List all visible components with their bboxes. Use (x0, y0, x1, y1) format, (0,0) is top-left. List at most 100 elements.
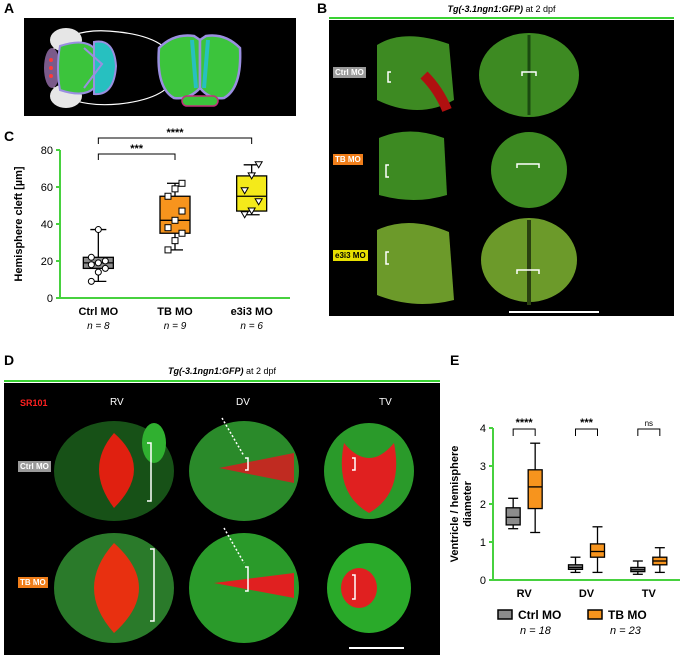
chart-c-point (94, 259, 102, 267)
chart-c-significance-bracket (97, 153, 176, 160)
chart-e-significance-label: ns (645, 419, 653, 428)
ventricle (93, 40, 118, 96)
chart-c-n-label: n = 8 (87, 321, 110, 332)
panel-d-label-tb: TB MO (18, 577, 48, 588)
panel-d-title: Tg(-3.1ngn1:GFP) at 2 dpf (167, 366, 277, 376)
chart-e-ytick-label: 4 (480, 423, 486, 435)
chart-c-ytick-label: 80 (41, 145, 53, 157)
tb-frontal (491, 132, 567, 208)
brain-schematic (24, 18, 296, 116)
panel-b-micrographs (377, 33, 579, 305)
chart-e-legend-swatch (497, 609, 513, 620)
chart-c-box (236, 175, 268, 212)
chart-c-point (87, 253, 95, 261)
chart-c-point (101, 264, 109, 272)
panel-b-label-e3i3: e3i3 MO (333, 250, 368, 261)
panel-b-scale-bar (509, 311, 599, 313)
telencephalon (57, 41, 98, 95)
panel-letter-a: A (4, 0, 15, 16)
panel-d-label-ctrl: Ctrl MO (18, 461, 51, 472)
chart-c-significance-bracket (97, 137, 253, 144)
chart-e-ytick-label: 1 (480, 537, 486, 549)
panel-b-title: Tg(-3.1ngn1:GFP) at 2 dpf (447, 4, 556, 14)
chart-c-significance-label: **** (166, 128, 184, 139)
chart-e-category-label: TV (642, 588, 657, 600)
panel-letter-b: B (317, 0, 328, 16)
chart-c-ytick-label: 20 (41, 256, 53, 268)
panel-letter-c: C (4, 128, 15, 144)
panel-b-divider (329, 17, 674, 19)
chart-c-point (101, 257, 109, 265)
panel-b-label-tb: TB MO (333, 154, 363, 165)
panel-b-images (329, 20, 674, 316)
panel-d-col-rv: RV (110, 397, 124, 408)
chart-c-point (254, 198, 264, 206)
chart-c-n-label: n = 9 (164, 321, 187, 332)
chart-c-point (178, 207, 186, 215)
tb-lateral (379, 131, 447, 200)
chart-e-significance-bracket (575, 428, 598, 436)
panel-d-col-dv: DV (236, 397, 250, 408)
chart-e-legend-name: TB MO (608, 608, 647, 622)
panel-d-divider (4, 380, 440, 382)
chart-e-ytick-label: 2 (480, 499, 486, 511)
panel-d-micrographs (54, 417, 414, 643)
chart-e-ytick-label: 0 (480, 575, 486, 587)
panel-d-images (4, 383, 440, 655)
brain-schematic-drawing (44, 28, 242, 108)
chart-e-significance-label: *** (580, 417, 594, 429)
chart-e-legend-swatch (587, 609, 603, 620)
chart-c-ytick-label: 0 (47, 293, 53, 305)
chart-c-point (87, 277, 95, 285)
chart-c-point (164, 192, 172, 200)
chart-c-category-label: e3i3 MO (231, 306, 274, 318)
chart-c-ylabel: Hemisphere cleft [µm] (13, 166, 25, 281)
chart-c-ytick-label: 60 (41, 182, 53, 194)
panel-d-col-tv: TV (379, 397, 392, 408)
chart-e-box (589, 543, 606, 558)
panel-letter-e: E (450, 352, 460, 368)
panel-letter-d: D (4, 352, 15, 368)
ventral-telencephalon (181, 95, 219, 107)
panel-b-label-ctrl: Ctrl MO (333, 67, 366, 78)
chart-c-point (171, 216, 179, 224)
chart-e-category-label: DV (579, 588, 595, 600)
chart-c-point (164, 224, 172, 232)
panel-d-scale-bar (349, 647, 404, 649)
chart-c-point (178, 179, 186, 187)
chart-e-box (505, 507, 521, 526)
chart-c-point (254, 161, 264, 169)
chart-c-category-label: Ctrl MO (78, 306, 118, 318)
chart-e-legend-n: n = 23 (610, 625, 642, 637)
panel-d-stain-label: SR101 (20, 398, 48, 408)
chart-e-box (527, 469, 543, 510)
chart-e-ytick-label: 3 (480, 461, 486, 473)
chart-e-legend-n: n = 18 (520, 625, 552, 637)
chart-c-point (94, 268, 102, 276)
chart-c-point (94, 226, 102, 234)
chart-e-ylabel: Ventricle / hemisphere (449, 446, 461, 563)
e3i3-lateral (377, 222, 454, 304)
chart-c-point (240, 211, 250, 219)
chart-c: 0 20 40 60 80 Hemisphere cleft [µm] Ctrl MO n =… (13, 128, 290, 332)
hemisphere-left (157, 34, 202, 100)
chart-c-point (240, 187, 250, 195)
chart-c-point (87, 261, 95, 269)
chart-e-significance-bracket (637, 428, 661, 436)
chart-e-category-label: RV (517, 588, 533, 600)
chart-e-legend-name: Ctrl MO (518, 608, 561, 622)
chart-c-point (247, 207, 257, 216)
chart-c-point (164, 246, 172, 254)
chart-c-ytick-label: 40 (41, 219, 53, 231)
chart-e-significance-bracket (512, 428, 536, 436)
chart-c-category-label: TB MO (157, 306, 193, 318)
chart-e: 0 1 2 3 4 Ventricle / hemisphere diameter RV ***… (449, 417, 680, 637)
hemisphere-right (198, 34, 242, 100)
chart-e-significance-label: **** (516, 417, 534, 429)
chart-c-point (178, 229, 186, 237)
chart-c-point (247, 172, 257, 180)
chart-e-ylabel: diameter (462, 480, 474, 527)
chart-c-n-label: n = 6 (240, 321, 263, 332)
chart-c-significance-label: *** (130, 143, 144, 155)
chart-c-point (171, 237, 179, 245)
